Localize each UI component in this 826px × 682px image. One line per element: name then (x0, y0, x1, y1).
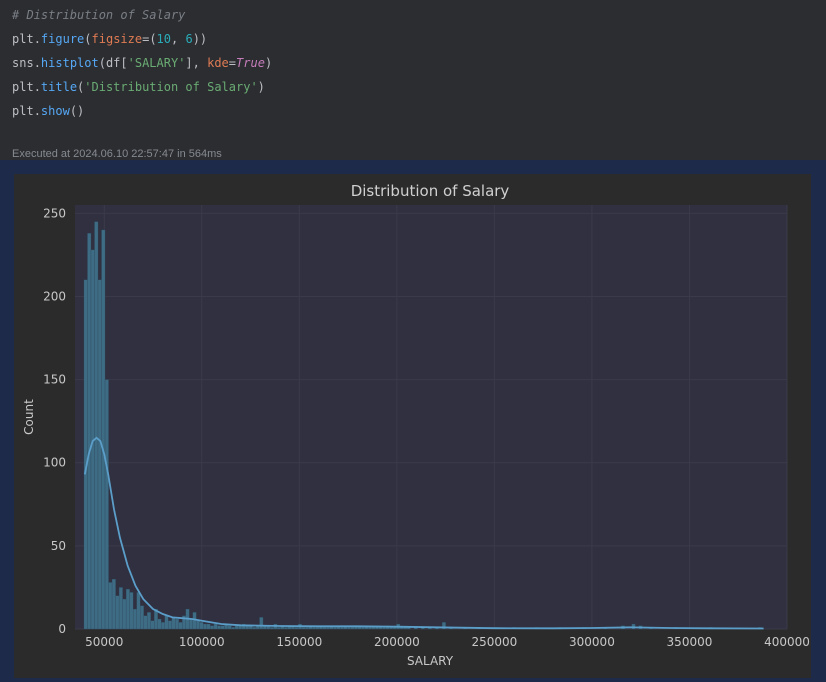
histogram-bar (94, 221, 99, 630)
histogram-bar (115, 595, 120, 630)
y-tick-label: 50 (51, 539, 66, 553)
histogram-bar (378, 627, 383, 630)
y-tick-label: 0 (58, 622, 66, 636)
y-tick-label: 150 (43, 373, 66, 387)
histogram-bar (125, 588, 130, 630)
code-line-histplot: sns.histplot(df['SALARY'], kde=True) (12, 56, 273, 70)
histogram-bar (333, 627, 337, 630)
histogram-bar (122, 598, 127, 630)
histogram-bar (136, 592, 141, 630)
histogram-bar (382, 627, 387, 630)
x-tick-label: 100000 (179, 635, 225, 649)
histogram-bar (101, 229, 106, 630)
histogram-bar (361, 627, 366, 630)
y-tick-label: 100 (43, 456, 66, 470)
histogram-bar (322, 627, 327, 630)
cell-output: 50000 100000 150000 200000 250000 300000 35000… (14, 174, 811, 678)
x-tick-label: 50000 (85, 635, 123, 649)
histogram-bar (178, 622, 183, 630)
y-tick-label: 250 (43, 206, 66, 220)
histogram-bar (199, 622, 204, 630)
histogram-bar (227, 625, 232, 630)
histogram-bar (129, 592, 134, 630)
kde-curve (83, 436, 764, 630)
histogram-bar (312, 627, 316, 630)
histogram-bar (305, 627, 309, 630)
execution-status: Executed at 2024.06.10 22:57:47 in 564ms (12, 148, 222, 160)
histogram-bar (234, 625, 239, 630)
histogram-bar (189, 618, 193, 630)
histogram-bar (118, 587, 123, 630)
x-tick-label: 400000 (764, 635, 810, 649)
histogram-bar (196, 620, 200, 630)
histogram-bar (111, 578, 116, 630)
histogram-bar (283, 627, 288, 630)
histogram-bar (217, 625, 222, 630)
x-tick-label: 200000 (374, 635, 420, 649)
histogram-bar (192, 612, 197, 630)
histogram-bar (83, 279, 88, 630)
histogram-bar (371, 627, 376, 630)
histogram-bar (143, 615, 148, 630)
code-line-show: plt.show() (12, 104, 85, 118)
histogram-bar (301, 627, 306, 630)
histogram-bar (206, 623, 211, 630)
histogram-bar (368, 627, 373, 630)
histogram-bar (350, 627, 355, 630)
histogram-bar (108, 582, 113, 630)
code-comment: # Distribution of Salary (12, 8, 186, 22)
histogram-bar (87, 233, 92, 630)
histogram-bar (294, 627, 299, 630)
histogram-bar (140, 605, 144, 630)
code-line-figure: plt.figure(figsize=(10, 6)) (12, 32, 208, 46)
histogram-bar (269, 627, 274, 630)
chart-title: Distribution of Salary (351, 182, 510, 200)
histogram-bar (259, 617, 264, 630)
histogram-bar (97, 279, 102, 630)
histogram-bar (150, 620, 155, 630)
histogram-bar (161, 622, 165, 630)
x-tick-label: 250000 (471, 635, 517, 649)
histogram-bar (203, 623, 208, 630)
histogram-bar (276, 627, 281, 630)
histogram-bar (175, 618, 179, 630)
histogram-bar (231, 627, 236, 630)
histogram-bar (347, 627, 351, 630)
code-cell[interactable]: # Distribution of Salary plt.figure(figs… (0, 0, 826, 160)
histogram-bar (168, 620, 172, 630)
x-tick-label: 150000 (276, 635, 322, 649)
histogram-bar (213, 623, 218, 630)
histogram-bar (326, 627, 330, 630)
histogram-bar (340, 627, 344, 630)
histogram-bar (157, 618, 162, 630)
histogram-bar (171, 617, 176, 630)
x-axis-label: SALARY (407, 654, 454, 668)
y-axis-label: Count (22, 399, 36, 435)
plot-area (75, 205, 787, 629)
code-line-title: plt.title('Distribution of Salary') (12, 80, 265, 94)
histogram-bar (389, 627, 394, 630)
x-tick-label: 300000 (569, 635, 615, 649)
histogram-bar (252, 627, 257, 630)
code-editor[interactable]: # Distribution of Salary plt.figure(figs… (12, 6, 272, 126)
x-tick-label: 350000 (667, 635, 713, 649)
y-tick-label: 200 (43, 289, 66, 303)
histogram-bar (220, 625, 225, 630)
histogram-bar (441, 622, 446, 630)
histogram-bar (210, 625, 215, 630)
histogram-bar (104, 379, 109, 630)
histogram-bar (315, 627, 320, 630)
histogram-bar (147, 612, 151, 630)
histogram-chart: 50000 100000 150000 200000 250000 300000 35000… (14, 174, 811, 678)
histogram-bar (132, 608, 137, 630)
histogram-bar (164, 615, 169, 630)
